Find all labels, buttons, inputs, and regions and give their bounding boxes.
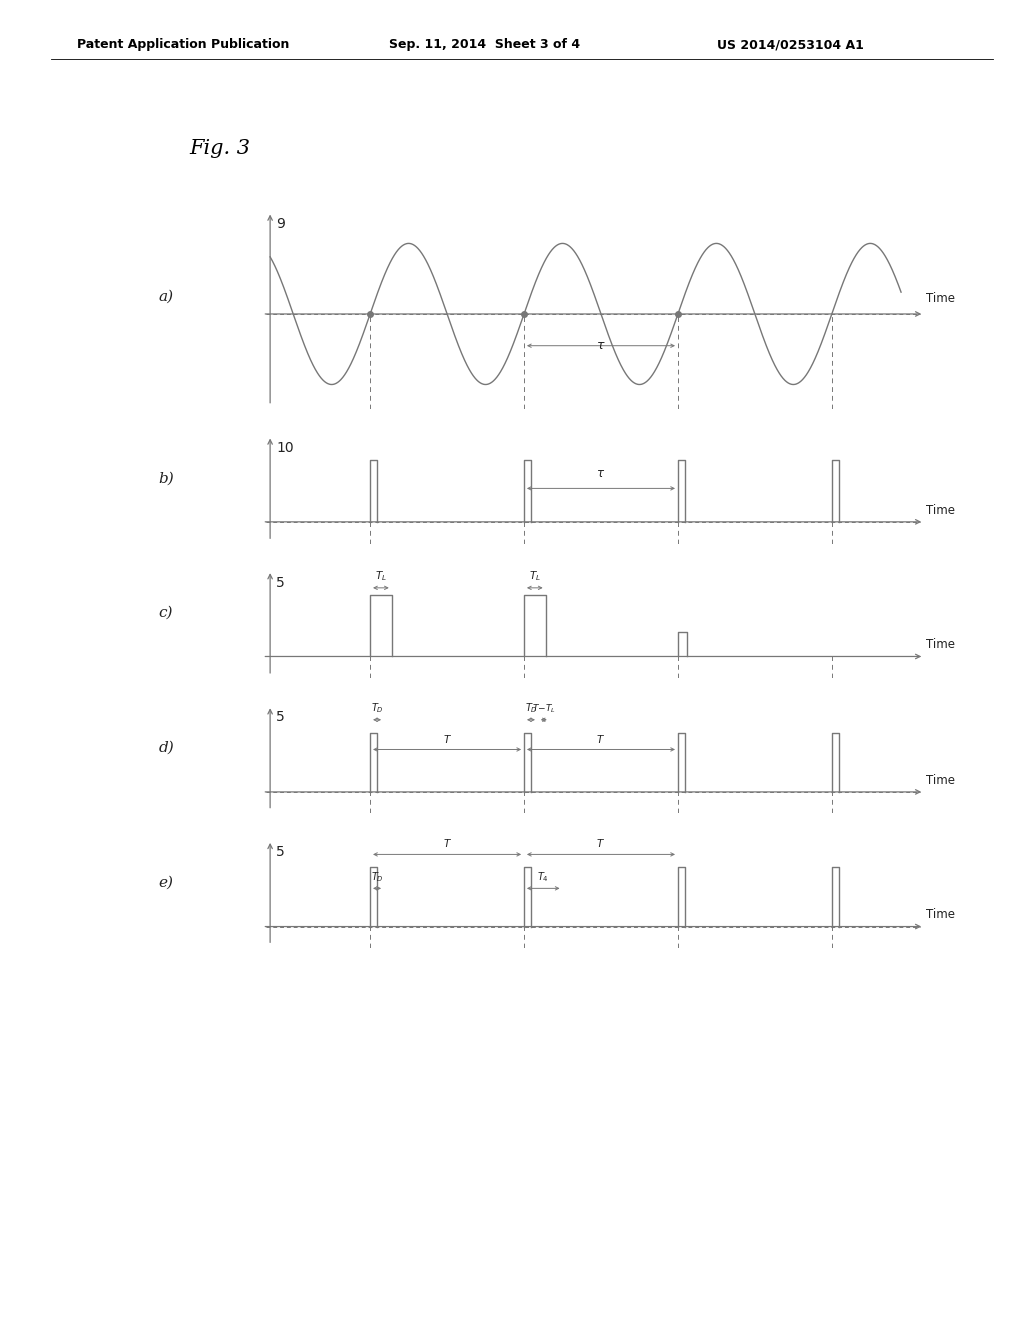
Text: $T$: $T$	[596, 733, 605, 746]
Text: $T_4$: $T_4$	[538, 870, 549, 884]
Text: $T_L$: $T_L$	[375, 569, 387, 582]
Text: b): b)	[159, 471, 174, 486]
Text: Time: Time	[926, 638, 954, 651]
Text: 9: 9	[276, 216, 285, 231]
Text: US 2014/0253104 A1: US 2014/0253104 A1	[717, 38, 863, 51]
Text: d): d)	[159, 741, 174, 755]
Text: 10: 10	[276, 441, 294, 455]
Text: e): e)	[159, 875, 174, 890]
Text: Time: Time	[926, 293, 954, 305]
Text: c): c)	[159, 606, 173, 620]
Text: 5: 5	[276, 576, 285, 590]
Text: Time: Time	[926, 774, 954, 787]
Text: Time: Time	[926, 908, 954, 921]
Text: $\tau$: $\tau$	[596, 339, 606, 351]
Text: Sep. 11, 2014  Sheet 3 of 4: Sep. 11, 2014 Sheet 3 of 4	[389, 38, 581, 51]
Text: $T_D$: $T_D$	[371, 701, 383, 714]
Text: Time: Time	[926, 503, 954, 516]
Text: $T_D$: $T_D$	[524, 701, 538, 714]
Text: $T{-}T_L$: $T{-}T_L$	[531, 702, 556, 714]
Text: $T_L$: $T_L$	[528, 569, 541, 582]
Text: $T_D$: $T_D$	[371, 870, 383, 884]
Text: $\tau$: $\tau$	[596, 467, 605, 480]
Text: 5: 5	[276, 845, 285, 859]
Text: $T$: $T$	[442, 733, 452, 746]
Text: 5: 5	[276, 710, 285, 725]
Text: $T$: $T$	[442, 837, 452, 849]
Text: Patent Application Publication: Patent Application Publication	[77, 38, 289, 51]
Text: $T$: $T$	[596, 837, 605, 849]
Text: Fig. 3: Fig. 3	[189, 139, 251, 157]
Text: a): a)	[159, 289, 174, 304]
